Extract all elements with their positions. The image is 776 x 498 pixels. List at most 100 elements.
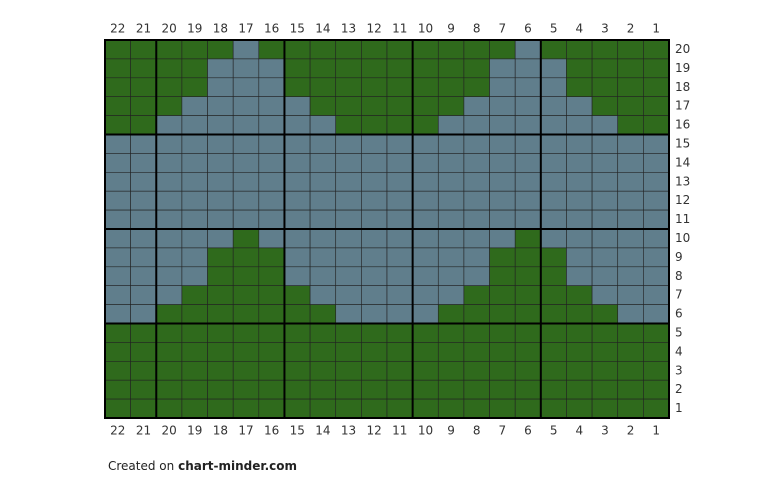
row-label: 1 xyxy=(675,401,683,415)
grid-cell xyxy=(258,96,285,116)
grid-cell xyxy=(104,266,131,286)
grid-cell xyxy=(155,153,183,173)
grid-cell xyxy=(617,266,644,286)
grid-cell xyxy=(591,342,619,362)
grid-cell xyxy=(258,115,285,135)
grid-cell xyxy=(463,266,490,286)
column-label: 3 xyxy=(601,424,609,438)
column-label: 17 xyxy=(238,22,253,36)
grid-cell xyxy=(309,342,337,362)
grid-cell xyxy=(412,285,439,305)
grid-cell xyxy=(258,266,285,286)
grid-cell xyxy=(130,77,157,98)
column-label: 15 xyxy=(290,22,305,36)
grid-cell xyxy=(207,342,234,362)
grid-cell xyxy=(130,342,157,362)
grid-cell xyxy=(591,58,619,79)
grid-cell xyxy=(284,77,311,98)
row-label: 5 xyxy=(675,325,683,339)
row-label: 14 xyxy=(675,155,690,169)
grid-cell xyxy=(540,77,567,98)
footer: Created on chart-minder.com xyxy=(108,459,297,473)
column-label: 11 xyxy=(392,22,407,36)
grid-cell xyxy=(104,379,131,400)
grid-cell xyxy=(617,285,644,305)
row-label: 19 xyxy=(675,61,690,75)
grid-cell xyxy=(489,190,516,211)
grid-cell xyxy=(386,115,413,135)
grid-cell xyxy=(386,77,413,98)
grid-cell xyxy=(104,115,131,135)
grid-cell xyxy=(181,190,208,211)
footer-prefix: Created on xyxy=(108,459,175,473)
grid-cell xyxy=(284,228,311,249)
column-label: 10 xyxy=(418,424,433,438)
grid-cell xyxy=(412,360,439,381)
grid-cell xyxy=(258,398,285,419)
grid-cell xyxy=(386,96,413,116)
column-label: 4 xyxy=(575,22,583,36)
grid-cell xyxy=(412,39,439,60)
grid-cell xyxy=(412,134,439,154)
grid-cell xyxy=(489,379,516,400)
grid-cell xyxy=(232,172,260,192)
grid-cell xyxy=(284,266,311,286)
grid-cell xyxy=(104,360,131,381)
grid-cell xyxy=(207,58,234,79)
grid-cell xyxy=(617,190,644,211)
grid-cell xyxy=(335,379,362,400)
grid-cell xyxy=(155,209,183,230)
row-label: 7 xyxy=(675,288,683,302)
footer-site: chart-minder.com xyxy=(178,459,297,473)
column-label: 14 xyxy=(315,424,330,438)
grid-cell xyxy=(489,96,516,116)
grid-cell xyxy=(463,153,490,173)
grid-cell xyxy=(566,342,593,362)
grid-cell xyxy=(258,58,285,79)
grid-cell xyxy=(412,304,439,324)
grid-cell xyxy=(617,96,644,116)
row-label: 13 xyxy=(675,174,690,188)
grid-cell xyxy=(437,134,465,154)
grid-cell xyxy=(130,228,157,249)
grid-cell xyxy=(437,266,465,286)
grid-cell xyxy=(617,115,644,135)
grid-cell xyxy=(463,247,490,268)
grid-cell xyxy=(309,77,337,98)
column-label: 1 xyxy=(652,424,660,438)
grid-cell xyxy=(258,342,285,362)
grid-cell xyxy=(540,360,567,381)
grid-cell xyxy=(284,39,311,60)
grid-cell xyxy=(104,285,131,305)
grid-cell xyxy=(309,58,337,79)
grid-cell xyxy=(130,247,157,268)
grid-cell xyxy=(207,360,234,381)
column-label: 12 xyxy=(367,22,382,36)
grid-cell xyxy=(335,58,362,79)
grid-cell xyxy=(514,285,542,305)
grid-cell xyxy=(489,228,516,249)
grid-cell xyxy=(437,77,465,98)
grid-cell xyxy=(258,209,285,230)
row-label: 17 xyxy=(675,99,690,113)
column-label: 6 xyxy=(524,424,532,438)
column-label: 22 xyxy=(110,22,125,36)
grid-cell xyxy=(130,209,157,230)
grid-cell xyxy=(566,247,593,268)
grid-cell xyxy=(566,228,593,249)
grid-cell xyxy=(284,115,311,135)
grid-cell xyxy=(643,379,670,400)
grid-cell xyxy=(386,247,413,268)
grid-cell xyxy=(437,115,465,135)
column-label: 12 xyxy=(367,424,382,438)
grid-cell xyxy=(181,77,208,98)
grid-cell xyxy=(617,209,644,230)
grid-cell xyxy=(335,228,362,249)
grid-cell xyxy=(181,39,208,60)
grid-cell xyxy=(130,323,157,343)
grid-cell xyxy=(566,323,593,343)
grid-cell xyxy=(591,115,619,135)
grid-cell xyxy=(489,153,516,173)
grid-cell xyxy=(437,398,465,419)
grid-cell xyxy=(489,247,516,268)
